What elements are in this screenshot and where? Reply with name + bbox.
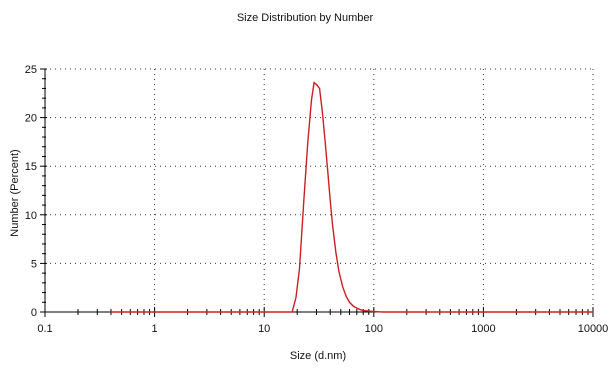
tick-labels: 0.1 1 10 100 1000 10000 0 5 10 15 20 25 — [25, 64, 609, 335]
series-group — [110, 81, 593, 313]
ticks — [40, 68, 594, 317]
x-tick-label: 10 — [258, 323, 270, 335]
y-tick-label: 10 — [25, 210, 37, 222]
x-tick-label: 1 — [152, 323, 158, 335]
x-axis-label: Size (d.nm) — [290, 350, 346, 362]
y-tick-label: 20 — [25, 113, 37, 125]
x-tick-label: 10000 — [578, 323, 609, 335]
axes — [44, 69, 593, 313]
x-tick-label: 100 — [365, 323, 383, 335]
series-line — [110, 81, 593, 313]
gridlines — [45, 68, 594, 312]
x-tick-label: 0.1 — [37, 323, 52, 335]
y-axis-label: Number (Percent) — [9, 149, 21, 236]
y-tick-label: 0 — [31, 307, 37, 319]
chart-title: Size Distribution by Number — [237, 12, 374, 24]
x-tick-label: 1000 — [471, 323, 495, 335]
y-tick-label: 15 — [25, 161, 37, 173]
y-tick-label: 5 — [31, 258, 37, 270]
y-tick-label: 25 — [25, 64, 37, 76]
